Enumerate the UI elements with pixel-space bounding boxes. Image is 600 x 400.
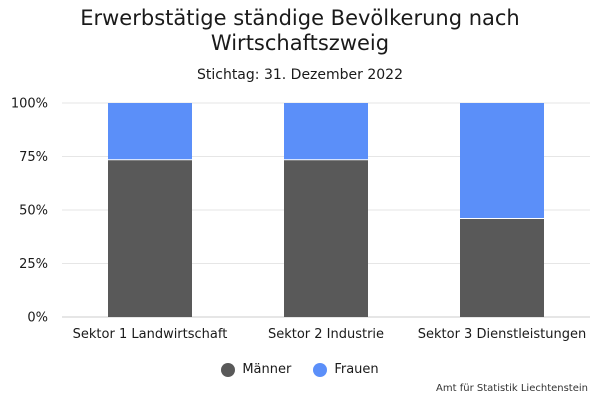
bar-segment — [460, 103, 544, 219]
y-tick-label: 0% — [27, 311, 48, 326]
legend-item-maenner[interactable]: Männer — [221, 362, 291, 377]
x-category-label: Sektor 3 Dienstleistungen — [418, 327, 587, 342]
chart-title: Erwerbstätige ständige Bevölkerung nach … — [80, 6, 520, 55]
chart-subtitle: Stichtag: 31. Dezember 2022 — [196, 67, 403, 83]
legend-swatch-frauen — [313, 362, 328, 377]
y-tick-label: 100% — [11, 97, 48, 112]
bar-segment — [108, 103, 192, 160]
x-category-label: Sektor 2 Industrie — [268, 327, 384, 342]
legend: Männer Frauen — [0, 362, 600, 377]
legend-label-frauen: Frauen — [334, 362, 379, 377]
legend-swatch-maenner — [221, 362, 236, 377]
bar-segment — [108, 159, 192, 317]
legend-label-maenner: Männer — [242, 362, 292, 377]
y-tick-label: 75% — [19, 150, 48, 165]
source-credit: Amt für Statistik Liechtenstein — [436, 383, 588, 394]
legend-item-frauen[interactable]: Frauen — [313, 362, 379, 377]
bar-segment — [284, 103, 368, 160]
x-category-label: Sektor 1 Landwirtschaft — [73, 327, 228, 342]
bar-segment — [460, 218, 544, 317]
bar-segment — [284, 159, 368, 317]
y-tick-label: 25% — [19, 257, 48, 272]
y-tick-label: 50% — [19, 204, 48, 219]
